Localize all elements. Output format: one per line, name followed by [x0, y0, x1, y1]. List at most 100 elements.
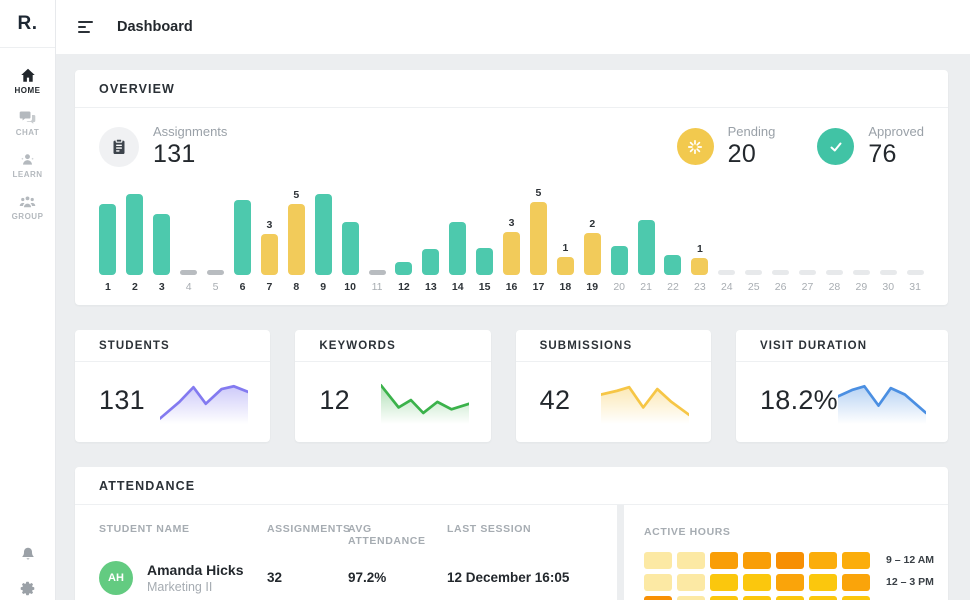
page-title: Dashboard [117, 19, 193, 35]
heatmap-cell [743, 573, 771, 591]
heatmap-cell [842, 551, 870, 569]
overview-stat-assignments: Assignments 131 [99, 124, 227, 169]
table-row[interactable]: AH Amanda Hicks Marketing II 32 97.2% 12… [99, 560, 593, 595]
last-session-cell: 12 December 16:05 [447, 570, 570, 585]
bar [476, 248, 494, 275]
bar [852, 270, 870, 275]
day-label: 12 [398, 281, 410, 293]
heatmap-cell [644, 573, 672, 591]
bar [825, 270, 843, 275]
column-header: LAST SESSION [447, 522, 532, 535]
assignments-bar-chart: 1 2 3 4 5 6 3 7 5 8 9 10 [75, 171, 948, 305]
bar [691, 258, 709, 275]
chart-bar-day-24: 24 [718, 177, 736, 293]
chart-bar-day-9: 9 [314, 177, 332, 293]
bar [906, 270, 924, 275]
overview-stat-pending: Pending 20 [676, 124, 776, 169]
stat-label: Pending [727, 124, 776, 139]
chart-bar-day-17: 5 17 [529, 177, 548, 293]
day-label: 31 [909, 281, 921, 293]
chart-bar-day-5: 5 [207, 177, 225, 293]
heatmap-cell [809, 551, 837, 569]
day-label: 16 [505, 281, 518, 293]
heatmap-cell [677, 573, 705, 591]
heatmap-row-2: 12 – 3 PM [644, 573, 934, 591]
bar-value-label: 5 [293, 188, 300, 201]
stat-card-students[interactable]: STUDENTS 131 [75, 329, 271, 442]
chart-bar-day-22: 22 [664, 177, 682, 293]
stat-card-title: STUDENTS [75, 330, 271, 362]
chart-bar-day-25: 25 [745, 177, 763, 293]
chart-bar-day-10: 10 [341, 177, 359, 293]
heatmap-cell [710, 595, 738, 600]
chart-bar-day-20: 20 [610, 177, 628, 293]
sparkline-chart [160, 384, 249, 424]
bar [610, 246, 628, 275]
heatmap-cell [743, 551, 771, 569]
bar [529, 202, 547, 275]
chart-bar-day-15: 15 [476, 177, 494, 293]
bar [556, 257, 574, 275]
heatmap-cell [743, 595, 771, 600]
bar [745, 270, 763, 275]
menu-icon[interactable] [76, 17, 95, 37]
bar-value-label: 1 [696, 242, 703, 255]
heatmap-cell [776, 595, 804, 600]
heatmap-cell [677, 595, 705, 600]
column-header: AVG ATTENDANCE [348, 522, 426, 547]
stat-label: Assignments [153, 124, 228, 139]
bar [503, 232, 521, 275]
stat-card-keywords[interactable]: KEYWORDS 12 [295, 329, 491, 442]
day-label: 7 [266, 281, 273, 293]
sidebar-item-chat[interactable]: CHAT [0, 110, 56, 137]
bar [879, 270, 897, 275]
stat-cards-row: STUDENTS 131 KEYWORDS 12 [75, 329, 948, 442]
day-label: 4 [185, 281, 192, 293]
sidebar: R. HOME CHAT LEARN GROUP [0, 0, 56, 600]
bar [449, 222, 467, 275]
topbar: Dashboard [56, 0, 970, 54]
bar [287, 204, 305, 275]
day-label: 18 [559, 281, 572, 293]
day-label: 6 [239, 281, 246, 293]
bar-value-label: 3 [266, 218, 273, 231]
day-label: 11 [371, 281, 383, 293]
chart-bar-day-7: 3 7 [260, 177, 278, 293]
attendance-title: ATTENDANCE [75, 467, 948, 505]
bar [153, 214, 171, 275]
chart-bar-day-28: 28 [825, 177, 843, 293]
bar [395, 262, 413, 275]
stat-card-value: 131 [99, 385, 145, 415]
bell-icon[interactable] [20, 546, 36, 567]
sidebar-item-label: GROUP [11, 212, 44, 221]
bar-value-label: 5 [535, 186, 542, 199]
avatar: AH [99, 560, 133, 595]
sidebar-item-home[interactable]: HOME [0, 68, 56, 95]
bar [422, 249, 440, 275]
chart-bar-day-14: 14 [449, 177, 467, 293]
bar [718, 270, 736, 275]
day-label: 27 [801, 281, 814, 293]
day-label: 26 [774, 281, 787, 293]
stat-card-value: 42 [539, 385, 571, 415]
bar-value-label: 3 [508, 216, 515, 229]
gear-icon[interactable] [19, 580, 36, 600]
sidebar-bottom [19, 546, 36, 600]
column-header: STUDENT NAME [99, 522, 190, 535]
app-logo[interactable]: R. [0, 0, 55, 48]
day-label: 19 [586, 281, 599, 293]
group-icon [19, 194, 36, 209]
overview-stats: Assignments 131 Pending 20 Approved 76 [75, 108, 948, 171]
stat-label: Approved [868, 124, 924, 139]
chart-bar-day-1: 1 [99, 177, 117, 293]
stat-card-submissions[interactable]: SUBMISSIONS 42 [515, 329, 711, 442]
chart-bar-day-18: 1 18 [556, 177, 574, 293]
sidebar-item-group[interactable]: GROUP [0, 194, 56, 221]
stat-card-value: 12 [319, 385, 350, 415]
stat-card-visit-duration[interactable]: VISIT DURATION 18.2% [735, 329, 948, 442]
heatmap-cell [842, 573, 870, 591]
active-hours-panel: ACTIVE HOURS 9 – 12 AM 12 – 3 PM [624, 505, 948, 600]
sidebar-item-label: HOME [14, 86, 41, 95]
sidebar-item-learn[interactable]: LEARN [0, 152, 56, 179]
sidebar-item-label: CHAT [15, 128, 40, 137]
